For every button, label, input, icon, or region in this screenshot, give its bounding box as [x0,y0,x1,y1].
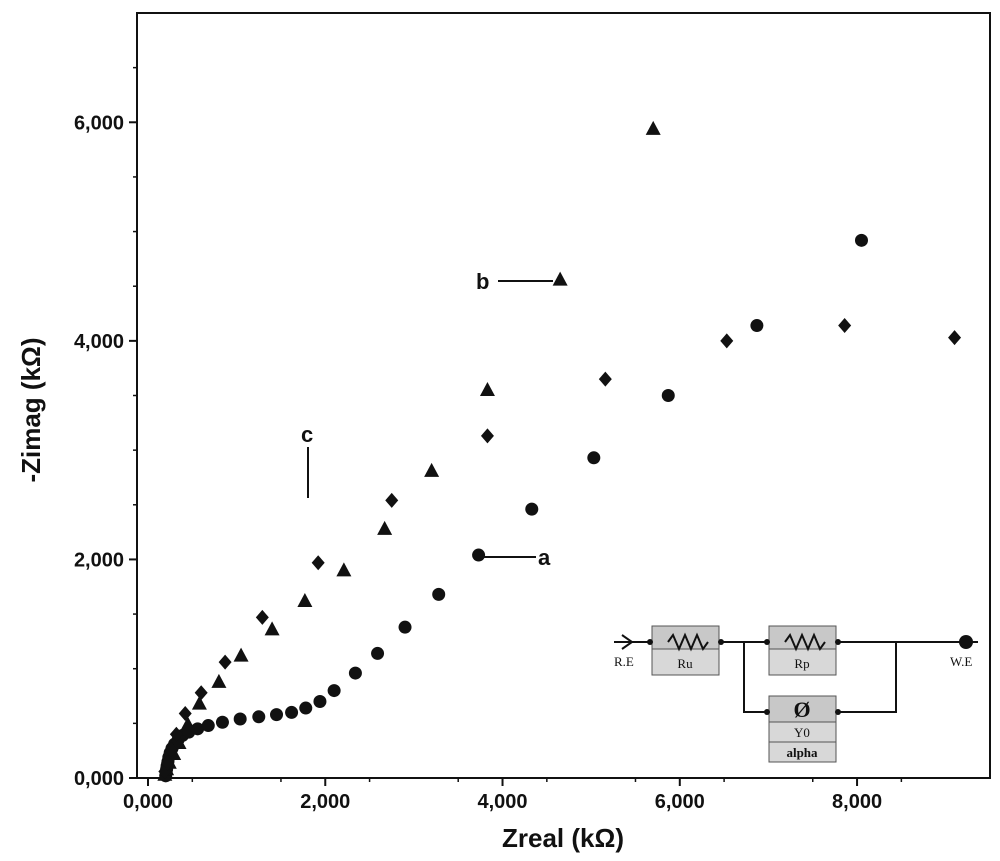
series-c-point [838,318,852,334]
circuit-node-icon [647,639,653,645]
series-a-point [313,695,327,708]
plot-frame [136,12,991,779]
cpe-box [768,695,837,723]
ru-label-box [651,648,720,676]
circuit-node-icon [835,709,841,715]
re-label: R.E [614,654,634,669]
circuit-node-icon [718,639,724,645]
x-tick-label: 8,000 [832,791,882,813]
annotation-a-label: a [538,545,551,570]
x-tick-label: 4,000 [477,791,527,813]
reference-electrode-arrow-icon [621,634,634,650]
series-a-point [587,451,601,465]
series-c-point [480,428,494,444]
series-c-point [311,555,325,571]
series-a-point [432,587,446,601]
x-tick-label: 6,000 [655,791,705,813]
x-axis-title: Zreal (kΩ) [502,823,624,853]
cpe-alpha-label: alpha [786,745,818,760]
series-a-point [201,719,215,733]
series-b-point [377,520,393,535]
series-a-point [327,684,341,698]
series-c-point [178,706,192,722]
series-a-point [371,646,385,660]
series-a-point [233,712,247,726]
series-b-point [191,695,207,710]
series-b-point [645,120,661,135]
axes: 0,000 2,000 4,000 6,000 8,000 0,000 2,000 4,000… [74,66,903,813]
series-c-point [255,609,269,625]
series-b-point [171,735,187,750]
annotation-b-label: b [476,269,489,294]
series-c-point [948,330,962,346]
x-tick-label: 2,000 [300,791,350,813]
circuit-node-icon [764,639,770,645]
series-a-point [270,708,284,722]
series-c-point [385,492,399,508]
series-b-point [264,621,280,636]
series-c-point [218,654,232,670]
series-a-point [661,389,675,402]
cpe-y0-label: Y0 [794,725,810,740]
series-b-point [180,716,196,731]
series-c-point [164,742,178,758]
series-a-point [472,548,486,562]
annotation-c-label: c [301,422,313,447]
series-c-point [720,333,734,349]
series-a-point [299,701,313,715]
y-tick-label: 4,000 [74,331,124,353]
circuit-node-icon [835,639,841,645]
series-a-point [191,722,205,736]
y-tick-label: 6,000 [74,112,124,134]
working-electrode-dot-icon [959,635,973,649]
series-a-point [525,502,539,516]
series-a-point [285,705,299,719]
cpe-symbol-icon: Ø [793,697,810,722]
data-marks [157,120,962,783]
rp-label-box [768,648,837,676]
series-b-point [233,647,249,662]
equivalent-circuit: R.E W.E Ru Rp Ø Y0 alpha [614,625,978,763]
series-a-point [215,715,229,729]
series-a-point [348,666,362,680]
y-tick-label: 0,000 [74,768,124,790]
series-a-point [398,620,412,634]
series-c-point [598,371,612,387]
cpe-alpha-box [768,741,837,763]
series-c-point [160,755,174,771]
series-c-point [194,685,208,701]
series-a-point [854,233,868,247]
series-a-point [252,710,266,724]
series-b-point [211,673,227,688]
we-label: W.E [950,654,972,669]
series-b-point [552,271,568,286]
y-tick-label: 2,000 [74,549,124,571]
series-b-point [479,382,495,397]
ru-label: Ru [677,656,693,671]
series-b-point [297,592,313,607]
ru-resistor-icon [667,632,709,652]
x-tick-label: 0,000 [123,791,173,813]
series-c-point [169,726,183,742]
rp-resistor-icon [784,632,826,652]
circuit-nodes [647,639,841,715]
circuit-node-icon [764,709,770,715]
rp-label: Rp [794,656,809,671]
y-axis-title: -Zimag (kΩ) [16,337,46,482]
series-b-point [424,462,440,477]
series-a-point [750,319,764,333]
series-b-point [336,562,352,577]
